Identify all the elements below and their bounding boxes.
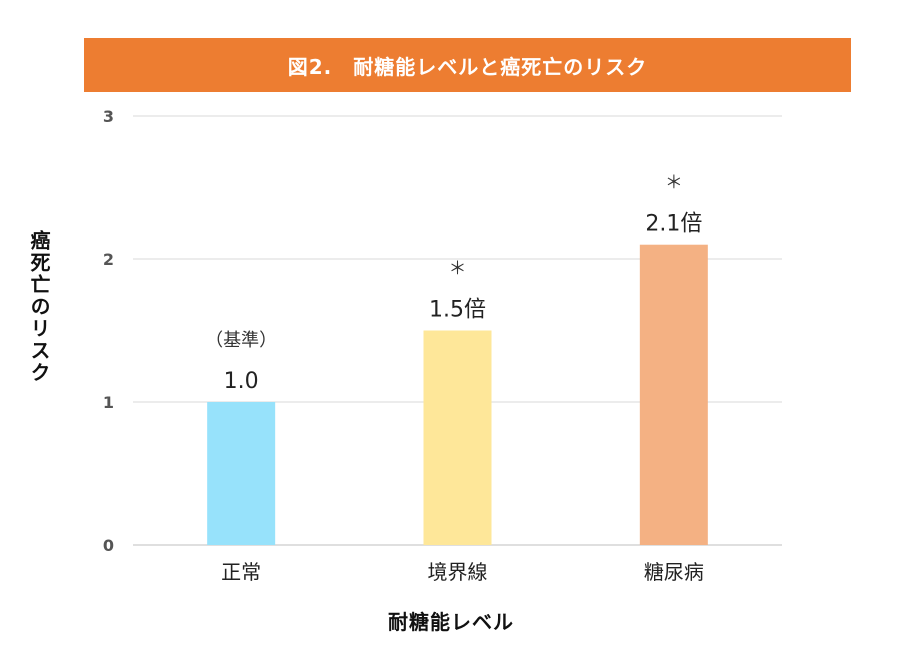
x-tick-label: 境界線 (428, 560, 488, 584)
y-tick-label: 2 (103, 250, 114, 269)
data-label: 2.1倍 (645, 212, 702, 237)
y-tick-label: 3 (103, 107, 114, 126)
y-tick-label: 1 (103, 393, 114, 412)
x-axis-label: 耐糖能レベル (388, 610, 514, 634)
bar (639, 244, 708, 545)
y-tick-label: 0 (103, 536, 114, 555)
y-axis-label: 癌死亡のリスク (27, 230, 51, 384)
chart-title-banner: 図2. 耐糖能レベルと癌死亡のリスク (84, 38, 851, 92)
x-tick-label: 糖尿病 (644, 560, 704, 584)
annotation: （基準） (205, 330, 277, 351)
annotation: ＊ (449, 259, 467, 280)
x-tick-label: 正常 (221, 560, 261, 584)
data-label: 1.0 (224, 369, 259, 394)
bar (423, 330, 492, 545)
data-label: 1.5倍 (429, 298, 486, 323)
bar (207, 402, 276, 545)
annotation: ＊ (665, 173, 683, 194)
chart-title: 図2. 耐糖能レベルと癌死亡のリスク (287, 54, 648, 79)
